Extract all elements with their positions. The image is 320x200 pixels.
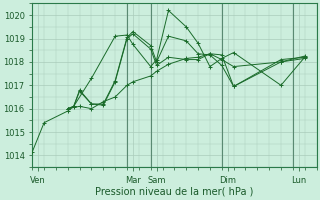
X-axis label: Pression niveau de la mer( hPa ): Pression niveau de la mer( hPa ): [95, 187, 253, 197]
